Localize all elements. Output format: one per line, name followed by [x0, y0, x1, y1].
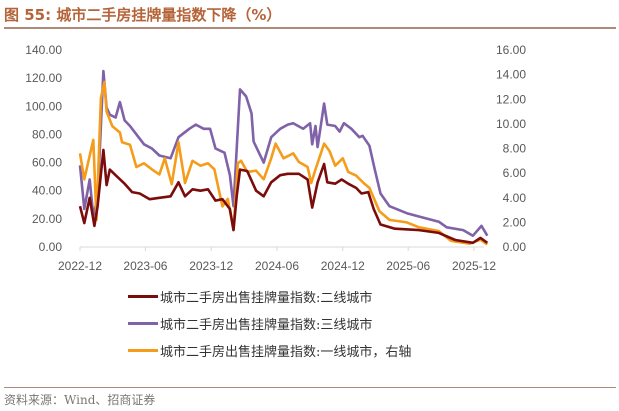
legend-item-tier2: 城市二手房出售挂牌量指数:二线城市 — [128, 287, 372, 306]
figure-number: 图 55: — [4, 6, 52, 24]
left-y-tick-label: 100.00 — [25, 99, 62, 113]
x-tick-label: 2022-12 — [58, 259, 102, 273]
series-line-2 — [78, 80, 489, 246]
line-chart: 2022-12 2023-06 2023-12 2024-06 2024-12 2025-… — [25, 43, 527, 273]
left-y-tick-label: 140.00 — [25, 43, 62, 57]
right-y-tick-label: 14.00 — [496, 68, 526, 82]
right-y-tick-label: 8.00 — [503, 142, 527, 156]
legend-swatch — [128, 322, 158, 325]
x-tick-label: 2024-12 — [321, 259, 365, 273]
left-y-tick-label: 80.00 — [32, 127, 62, 141]
legend-item-tier3: 城市二手房出售挂牌量指数:三线城市 — [128, 314, 372, 333]
left-y-tick-label: 60.00 — [32, 156, 62, 170]
x-tick-label: 2025-06 — [386, 259, 430, 273]
x-tick-label: 2024-06 — [255, 259, 299, 273]
right-y-tick-label: 12.00 — [496, 92, 526, 106]
series-line-0 — [78, 148, 489, 245]
left-y-tick-label: 0.00 — [39, 240, 63, 254]
figure-title-text: 城市二手房挂牌量指数下降（%） — [56, 6, 282, 24]
legend-label: 城市二手房出售挂牌量指数:二线城市 — [160, 291, 373, 306]
legend-swatch — [128, 295, 158, 298]
title-rule — [4, 27, 616, 29]
left-y-tick-label: 40.00 — [32, 184, 62, 198]
right-y-tick-label: 4.00 — [503, 191, 527, 205]
left-y-tick-label: 20.00 — [32, 212, 62, 226]
right-y-tick-label: 10.00 — [496, 117, 526, 131]
right-y-tick-label: 2.00 — [503, 215, 527, 229]
legend-label: 城市二手房出售挂牌量指数:一线城市，右轴 — [160, 345, 412, 360]
right-y-tick-label: 6.00 — [503, 166, 527, 180]
right-y-tick-label: 16.00 — [496, 43, 526, 57]
source-note: 资料来源：Wind、招商证券 — [4, 393, 156, 407]
x-tick-label: 2023-06 — [123, 259, 167, 273]
x-tick-label: 2025-12 — [452, 259, 496, 273]
left-y-tick-label: 120.00 — [25, 71, 62, 85]
figure-title: 图 55: 城市二手房挂牌量指数下降（%） — [4, 4, 281, 25]
legend-swatch — [128, 349, 158, 352]
legend-item-tier1: 城市二手房出售挂牌量指数:一线城市，右轴 — [128, 341, 411, 360]
series-line-1 — [78, 69, 489, 237]
x-tick-label: 2023-12 — [189, 259, 233, 273]
legend-label: 城市二手房出售挂牌量指数:三线城市 — [160, 318, 373, 333]
right-y-tick-label: 0.00 — [503, 240, 527, 254]
source-rule — [4, 387, 616, 388]
